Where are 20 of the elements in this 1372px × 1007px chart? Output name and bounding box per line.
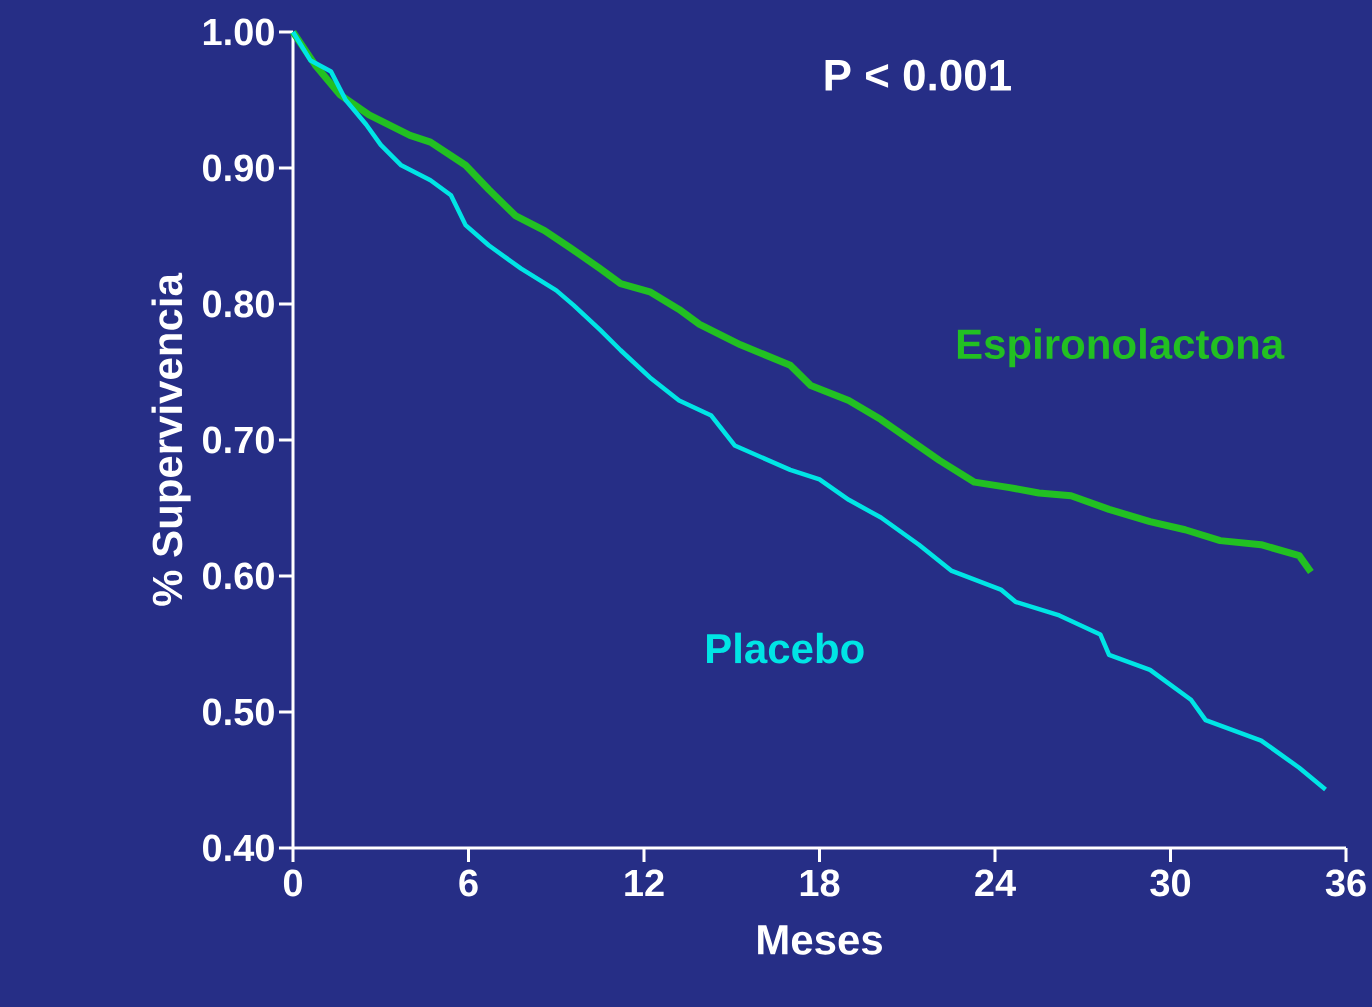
x-tick-label: 6 — [459, 869, 478, 897]
x-tick-label: 36 — [1325, 869, 1366, 897]
x-tick-label: 18 — [800, 869, 840, 897]
x-tick-label: 0 — [283, 869, 303, 897]
text: Placebo — [707, 632, 864, 664]
x-tick-label: 12 — [625, 869, 664, 897]
y-tick-label: 0.90 — [203, 154, 274, 182]
y-tick-label: 0.40 — [203, 834, 274, 862]
y-tick-label: 0.50 — [203, 698, 274, 726]
y-tick-label: 0.70 — [203, 426, 274, 454]
x-tick-label: 30 — [1150, 869, 1191, 897]
line-series — [290, 29, 1328, 792]
y-axis-title: % Supervivencia — [151, 272, 191, 606]
y-tick-label: 1.00 — [203, 18, 274, 46]
y-tick-label: 0.60 — [203, 562, 274, 590]
x-axis-title: Meses — [758, 925, 882, 955]
annotation: P < 0.001 — [825, 59, 1011, 91]
x-tick-label: 24 — [975, 869, 1016, 897]
y-tick-label: 0.80 — [203, 290, 274, 318]
text: Espironolactona — [957, 328, 1285, 368]
